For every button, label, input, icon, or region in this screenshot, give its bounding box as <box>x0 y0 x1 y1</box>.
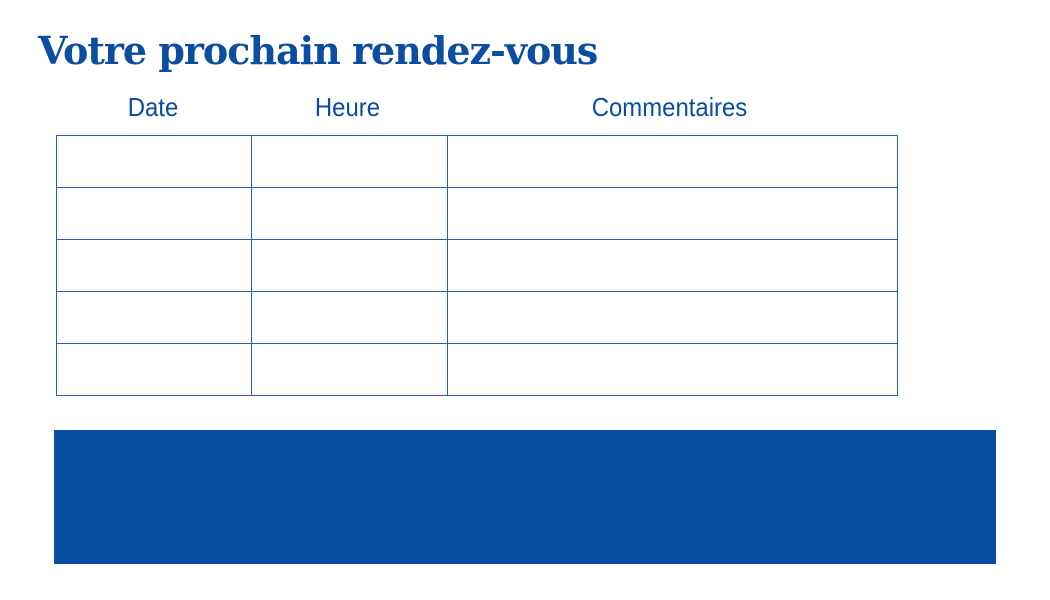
table-row <box>56 187 898 240</box>
table-cell-heure[interactable] <box>251 343 448 396</box>
column-header-commentaires: Commentaires <box>591 92 748 122</box>
table-row <box>56 291 898 344</box>
appointment-table <box>56 135 898 396</box>
table-cell-heure[interactable] <box>251 135 448 188</box>
column-header-date: Date <box>127 92 179 122</box>
table-cell-date[interactable] <box>56 135 252 188</box>
table-cell-commentaires[interactable] <box>447 135 898 188</box>
table-row <box>56 135 898 188</box>
table-cell-heure[interactable] <box>251 291 448 344</box>
table-cell-date[interactable] <box>56 239 252 292</box>
page-title: Votre prochain rendez-vous <box>38 28 598 73</box>
table-row <box>56 343 898 396</box>
table-cell-date[interactable] <box>56 343 252 396</box>
table-cell-heure[interactable] <box>251 239 448 292</box>
table-cell-date[interactable] <box>56 291 252 344</box>
table-cell-commentaires[interactable] <box>447 343 898 396</box>
column-header-heure: Heure <box>314 92 381 122</box>
table-cell-commentaires[interactable] <box>447 239 898 292</box>
table-row <box>56 239 898 292</box>
table-cell-date[interactable] <box>56 187 252 240</box>
table-cell-commentaires[interactable] <box>447 187 898 240</box>
table-cell-heure[interactable] <box>251 187 448 240</box>
blue-banner <box>54 430 996 564</box>
table-cell-commentaires[interactable] <box>447 291 898 344</box>
